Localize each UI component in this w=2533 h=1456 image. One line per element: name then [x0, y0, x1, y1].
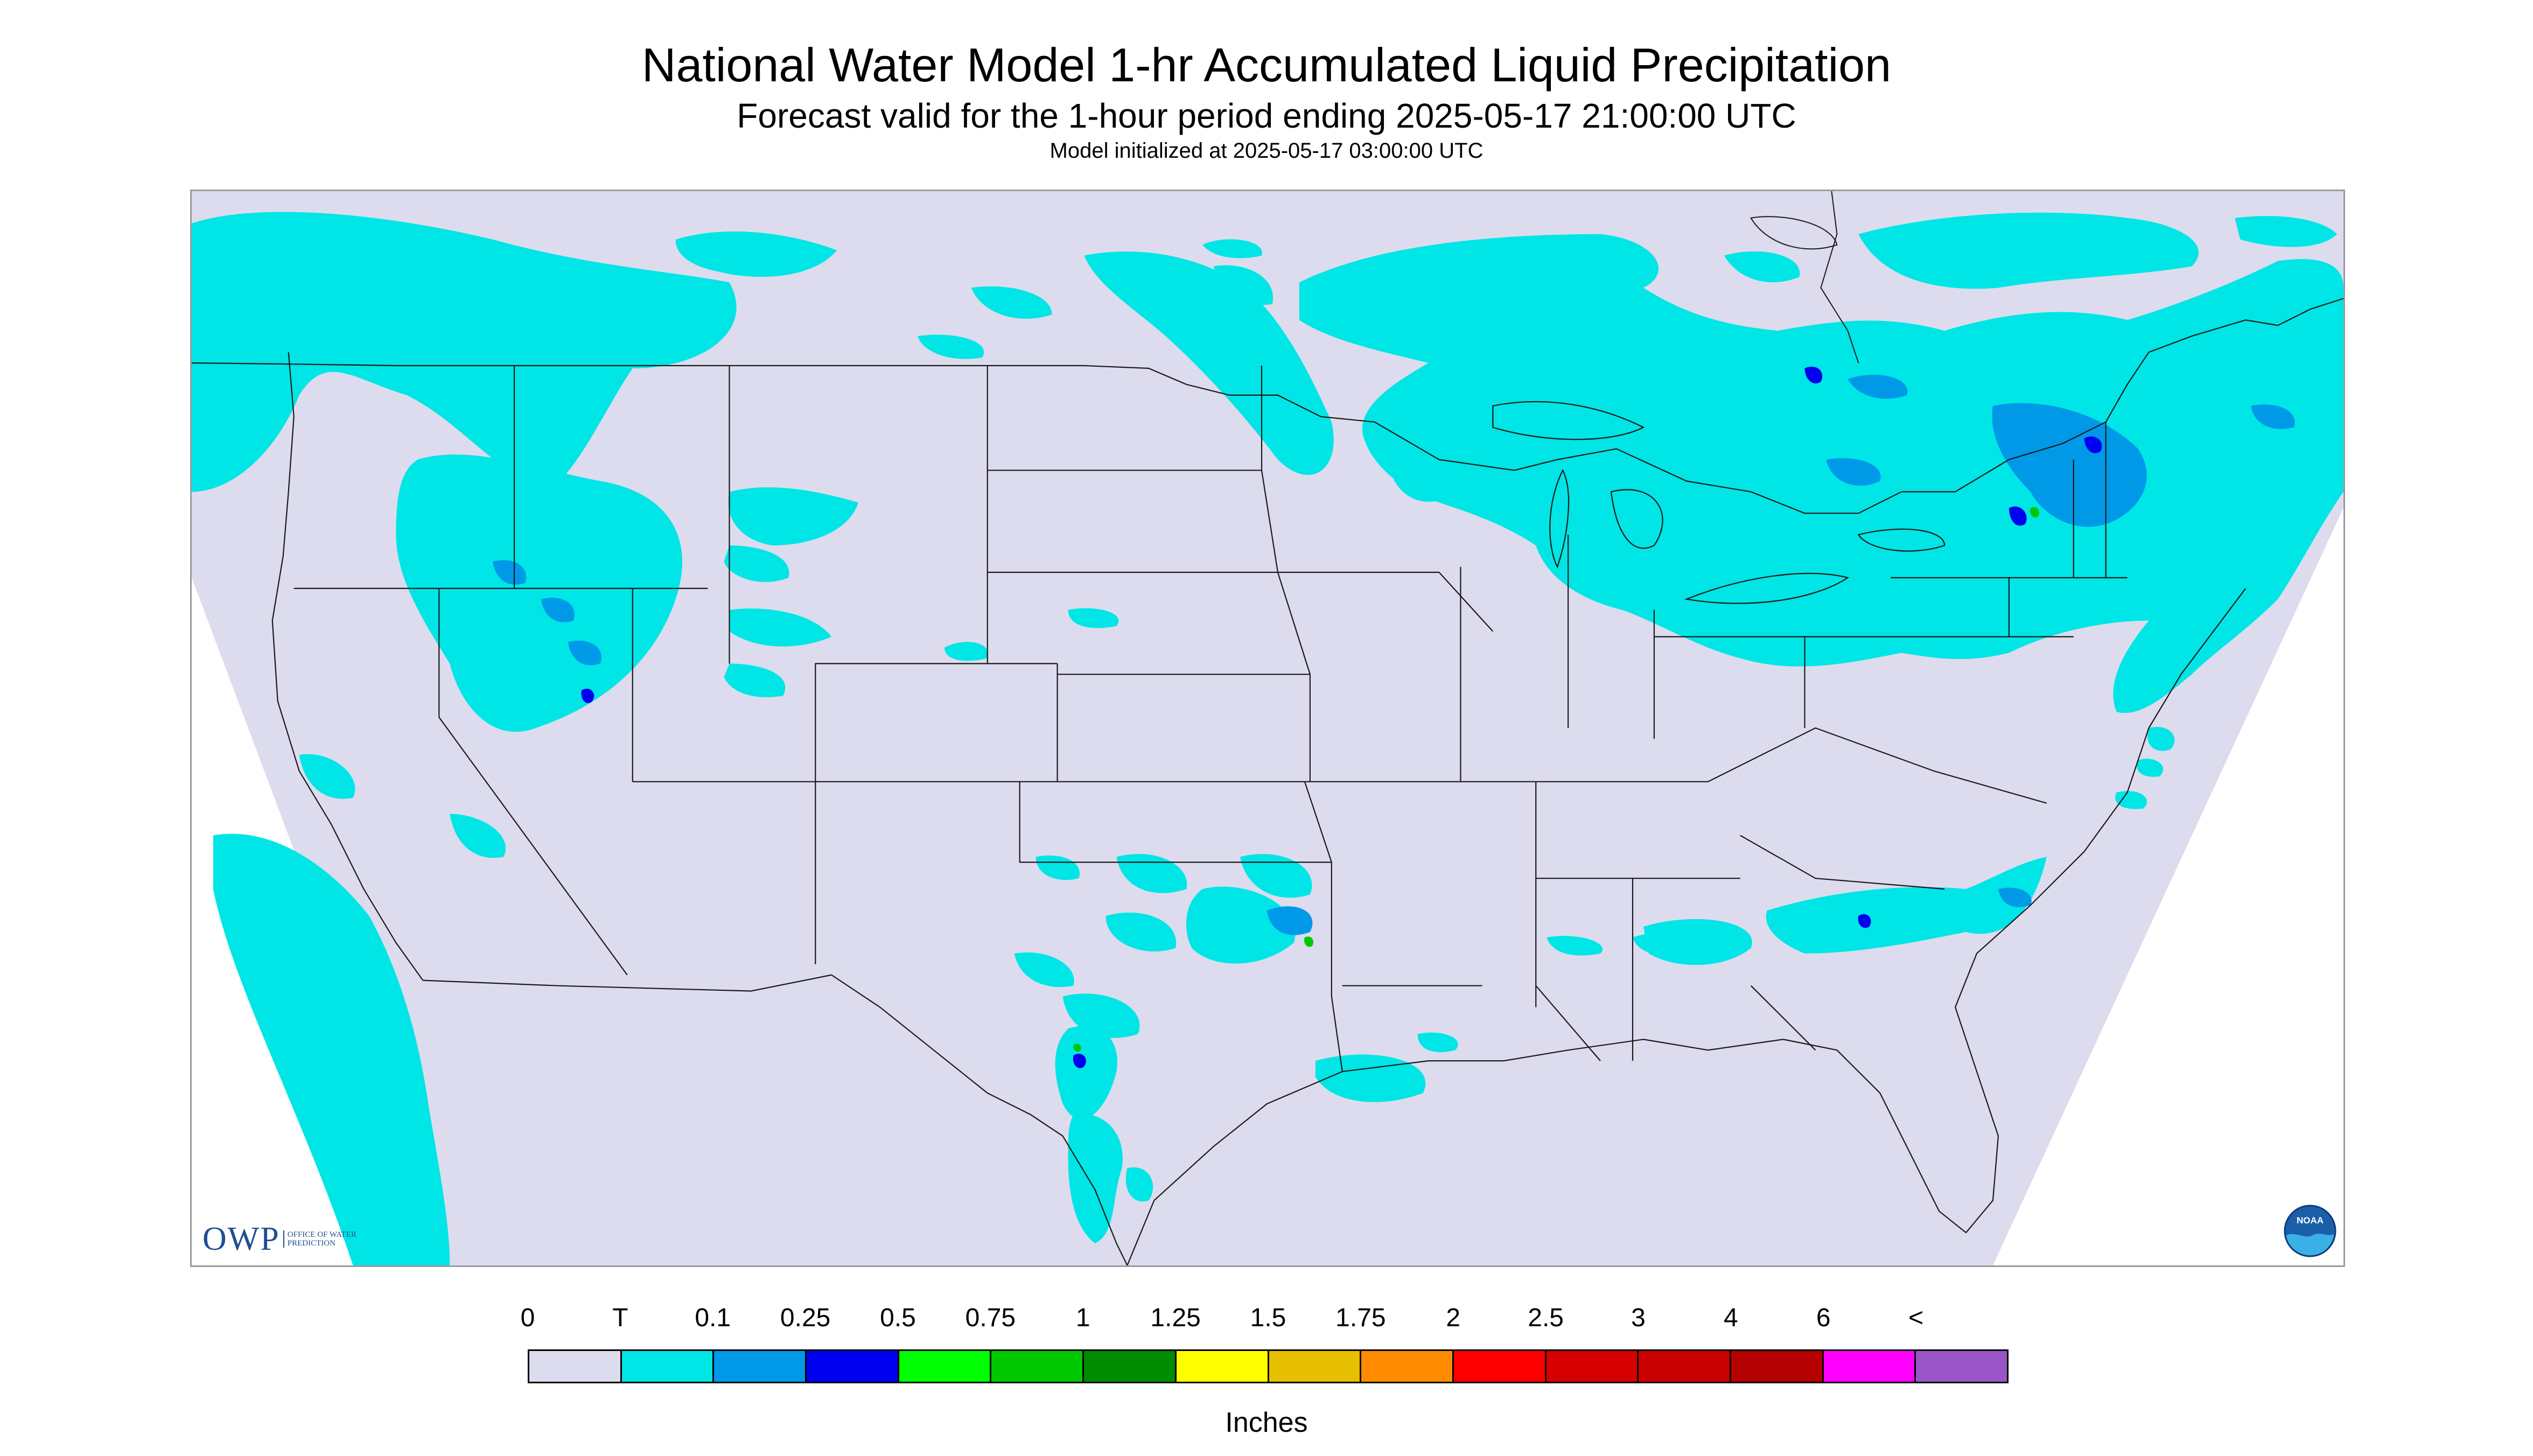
- precip-moderate-areas: [581, 366, 2102, 1068]
- noaa-logo: NOAA: [2284, 1205, 2336, 1257]
- legend-swatch: [1731, 1351, 1824, 1382]
- owp-logo-mark: OWP: [202, 1220, 280, 1257]
- map-canvas: [192, 191, 2343, 1265]
- legend-tick-label: 2: [1446, 1304, 1461, 1332]
- legend-swatch: [529, 1351, 622, 1382]
- legend-tick-label: 1: [1075, 1304, 1090, 1332]
- legend-tick-label: 0: [520, 1304, 535, 1332]
- legend-swatch: [1453, 1351, 1547, 1382]
- legend-units: Inches: [1225, 1407, 1308, 1438]
- great-lakes: [1492, 401, 1946, 604]
- owp-logo-text: Office of Water Prediction: [283, 1230, 363, 1248]
- map-subtitle: Forecast valid for the 1-hour period end…: [737, 96, 1796, 135]
- legend-swatch: [1361, 1351, 1454, 1382]
- legend-tick-label: 4: [1724, 1304, 1738, 1332]
- legend-swatch: [1269, 1351, 1362, 1382]
- legend-tick-label: 0.75: [965, 1304, 1016, 1332]
- legend-tick-label: 1.75: [1335, 1304, 1386, 1332]
- legend-swatch: [1084, 1351, 1177, 1382]
- precipitation-map: OWP Office of Water Prediction NOAA: [190, 190, 2345, 1267]
- svg-text:NOAA: NOAA: [2297, 1215, 2324, 1226]
- legend-swatch: [899, 1351, 992, 1382]
- legend-tick-label: 0.1: [695, 1304, 731, 1332]
- legend-swatch: [991, 1351, 1084, 1382]
- legend-tick-label: 1.25: [1150, 1304, 1201, 1332]
- legend-swatch: [1916, 1351, 2007, 1382]
- map-title: National Water Model 1-hr Accumulated Li…: [641, 38, 1892, 92]
- north-coastline: [1750, 191, 1859, 363]
- legend-tick-label: 1.5: [1250, 1304, 1286, 1332]
- legend-tick-label: T: [612, 1304, 628, 1332]
- legend-swatch: [1823, 1351, 1916, 1382]
- legend-swatch: [621, 1351, 715, 1382]
- precip-heavy-areas: [1073, 507, 2039, 1052]
- legend-swatch: [1639, 1351, 1731, 1382]
- boundary-lines: [192, 298, 2343, 1265]
- precip-colorbar: [528, 1349, 2009, 1383]
- legend-tick-labels: 0 T 0.1 0.25 0.5 0.75 1 1.25 1.5 1.75 2 2.5 3 4 6 <: [521, 1303, 2009, 1335]
- legend-swatch: [1546, 1351, 1639, 1382]
- legend-swatch: [807, 1351, 899, 1382]
- owp-logo: OWP Office of Water Prediction: [202, 1220, 363, 1258]
- legend-swatch: [714, 1351, 807, 1382]
- precip-light-areas: [493, 374, 2295, 935]
- model-init-text: Model initialized at 2025-05-17 03:00:00…: [1049, 139, 1484, 163]
- legend-swatch: [1176, 1351, 1269, 1382]
- legend-tick-label: 0.5: [880, 1304, 916, 1332]
- precip-trace-areas: [192, 212, 2343, 1265]
- legend-tick-label: 3: [1631, 1304, 1646, 1332]
- legend-tick-label: 0.25: [780, 1304, 831, 1332]
- legend-tick-label: 2.5: [1528, 1304, 1564, 1332]
- legend-tick-label: <: [1908, 1304, 1924, 1332]
- legend-tick-label: 6: [1816, 1304, 1831, 1332]
